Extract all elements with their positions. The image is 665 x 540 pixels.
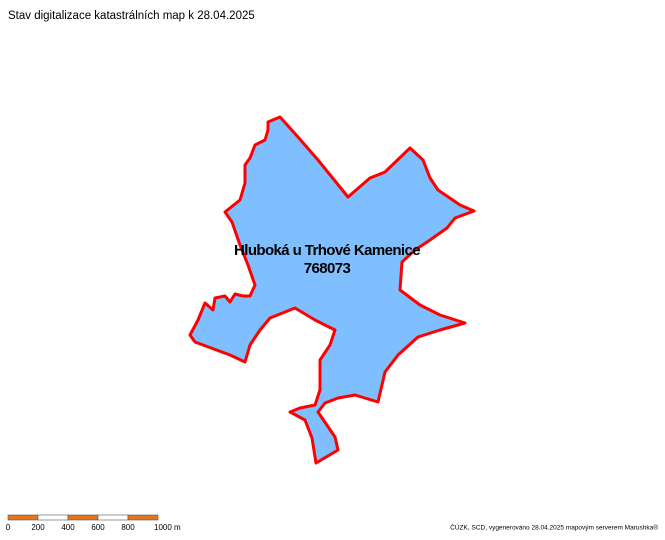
scale-segment bbox=[97, 514, 129, 521]
scale-label: 800 bbox=[121, 523, 135, 532]
parcel-boundary bbox=[188, 115, 476, 465]
map-title: Stav digitalizace katastrálních map k 28… bbox=[8, 10, 255, 22]
scale-label: 200 bbox=[31, 523, 45, 532]
parcel-name: Hluboká u Trhové Kamenice bbox=[234, 242, 420, 259]
scale-label: 1000 m bbox=[154, 523, 181, 532]
parcel-code: 768073 bbox=[304, 260, 351, 277]
attribution: ČÚZK, SCD, vygenerováno 28.04.2025 mapov… bbox=[450, 523, 658, 532]
scale-segment bbox=[37, 514, 69, 521]
scale-segment bbox=[7, 514, 39, 521]
scale-bar: 0 200 400 600 800 1000 m bbox=[6, 514, 181, 532]
scale-label: 600 bbox=[91, 523, 105, 532]
scale-label: 400 bbox=[61, 523, 75, 532]
scale-label: 0 bbox=[6, 523, 11, 532]
scale-segment bbox=[127, 514, 159, 521]
scale-segment bbox=[67, 514, 99, 521]
